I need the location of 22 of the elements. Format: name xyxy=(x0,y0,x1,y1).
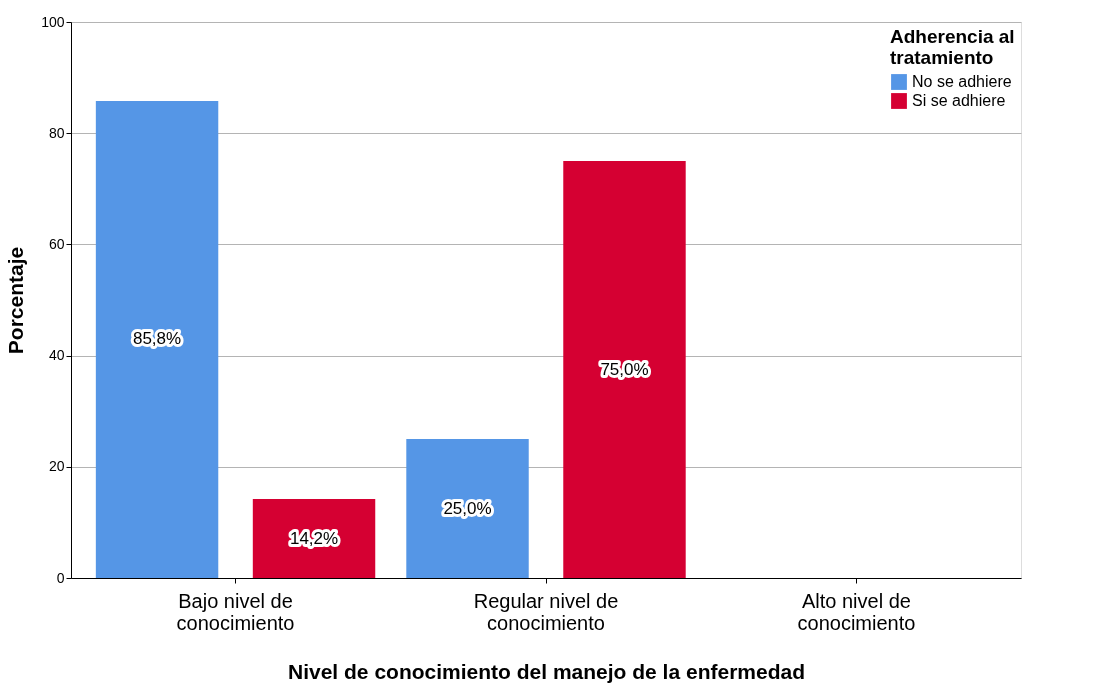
x-axis-title: Nivel de conocimiento del manejo de la enfermedad xyxy=(288,659,805,683)
y-tick-label: 80 xyxy=(48,124,65,141)
data-label: 25,0% xyxy=(443,498,492,518)
bar xyxy=(563,161,686,578)
bar xyxy=(252,499,376,578)
y-axis-title: Porcentaje xyxy=(4,246,28,355)
data-label: 75,0% xyxy=(600,359,649,379)
x-tick-label: Alto nivel de conocimiento xyxy=(797,589,916,634)
legend-label: Si se adhiere xyxy=(912,92,1006,109)
y-tick-label: 100 xyxy=(41,13,65,30)
x-tick-label: Regular nivel de conocimiento xyxy=(473,589,619,634)
y-tick-label: 20 xyxy=(48,458,65,475)
y-tick-label: 0 xyxy=(56,569,65,586)
legend-label: No se adhiere xyxy=(912,73,1012,90)
data-label: 85,8% xyxy=(132,329,182,349)
x-tick-label: Bajo nivel de conocimiento xyxy=(176,589,295,634)
bar xyxy=(95,100,219,578)
bar xyxy=(406,439,529,578)
data-label: 14,2% xyxy=(289,528,339,548)
legend-title: Adherencia al tratamiento xyxy=(890,26,1015,68)
y-tick-label: 40 xyxy=(48,347,65,364)
y-tick-label: 60 xyxy=(48,235,65,252)
